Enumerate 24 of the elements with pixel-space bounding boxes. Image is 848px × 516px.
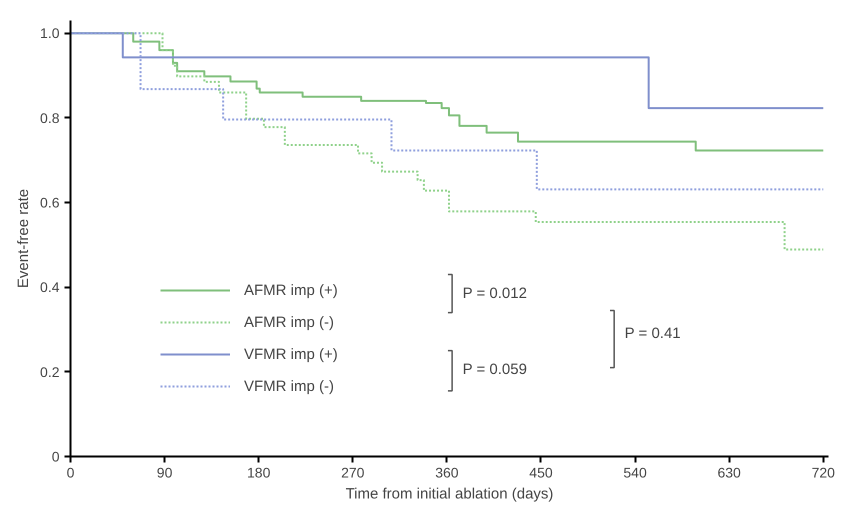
x-tick-label: 0 bbox=[66, 464, 75, 480]
y-tick-label: 0.4 bbox=[40, 279, 60, 296]
annotation: P = 0.059 bbox=[462, 361, 527, 378]
y-tick-label: 0 bbox=[52, 448, 60, 464]
x-tick-label: 90 bbox=[156, 464, 173, 480]
legend-label: VFMR imp (+) bbox=[244, 346, 338, 362]
x-tick-label: 720 bbox=[812, 464, 836, 480]
x-tick-label: 450 bbox=[529, 464, 553, 480]
y-axis-title: Event-free rate bbox=[15, 188, 32, 288]
legend-label: AFMR imp (-) bbox=[244, 314, 334, 330]
annotation: P = 0.012 bbox=[462, 285, 527, 302]
y-tick-label: 0.8 bbox=[40, 110, 60, 126]
y-tick-label: 0.2 bbox=[40, 364, 60, 380]
x-tick-label: 630 bbox=[717, 464, 742, 480]
legend-label: VFMR imp (-) bbox=[244, 378, 334, 394]
x-tick-label: 270 bbox=[341, 464, 365, 480]
x-axis-title: Time from initial ablation (days) bbox=[346, 486, 554, 502]
x-tick-label: 180 bbox=[247, 464, 271, 480]
y-tick-label: 1.0 bbox=[40, 25, 60, 42]
x-tick-label: 360 bbox=[435, 464, 459, 480]
annotation: P = 0.41 bbox=[624, 325, 681, 342]
legend-label: AFMR imp (+) bbox=[244, 282, 338, 298]
x-tick-label: 540 bbox=[623, 464, 647, 480]
y-tick-label: 0.6 bbox=[40, 194, 60, 211]
